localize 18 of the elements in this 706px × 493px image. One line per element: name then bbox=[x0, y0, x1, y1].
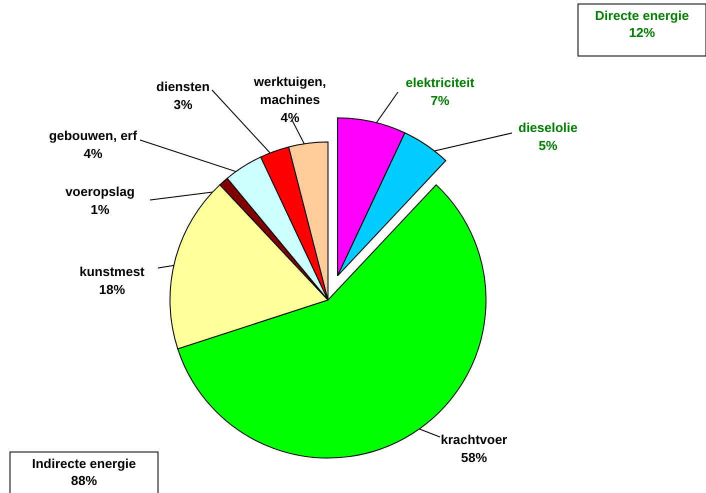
data-label: 58% bbox=[460, 450, 488, 465]
slice-label: elektriciteit bbox=[406, 75, 475, 90]
data-label: 1% bbox=[90, 202, 110, 217]
text: Indirecte energie 88% bbox=[32, 456, 136, 488]
slice-label: voeropslag bbox=[65, 184, 135, 199]
data-label: 7% bbox=[430, 93, 450, 108]
text: Directe energie 12% bbox=[595, 8, 689, 40]
data-label: 5% bbox=[538, 138, 558, 153]
data-label: 4% bbox=[280, 110, 300, 125]
slice-label: krachtvoer bbox=[440, 432, 508, 447]
data-label: 4% bbox=[84, 146, 103, 161]
data-label: 3% bbox=[174, 97, 193, 112]
slice-label: werktuigen, machines bbox=[252, 74, 326, 107]
slice-label: kunstmest bbox=[79, 264, 146, 279]
slice-label: diensten bbox=[156, 79, 210, 94]
data-label: 18% bbox=[98, 282, 126, 297]
slice-label: gebouwen, erf bbox=[48, 128, 138, 143]
slice-label: dieselolie bbox=[518, 120, 578, 135]
